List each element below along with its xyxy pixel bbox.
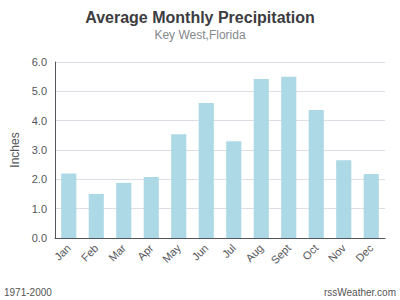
svg-text:Average Monthly Precipitation: Average Monthly Precipitation xyxy=(85,9,315,26)
svg-text:Sept: Sept xyxy=(269,242,293,266)
svg-text:Nov: Nov xyxy=(326,241,349,264)
svg-text:Jun: Jun xyxy=(189,242,210,263)
svg-text:6.0: 6.0 xyxy=(32,56,47,68)
svg-text:Aug: Aug xyxy=(243,242,265,264)
svg-text:5.0: 5.0 xyxy=(32,85,47,97)
svg-text:Inches: Inches xyxy=(8,132,22,167)
svg-text:Mar: Mar xyxy=(106,242,128,264)
svg-text:Dec: Dec xyxy=(353,241,376,264)
svg-text:1.0: 1.0 xyxy=(32,203,47,215)
svg-text:0.0: 0.0 xyxy=(32,232,47,244)
svg-text:Jan: Jan xyxy=(52,242,73,263)
svg-text:Jul: Jul xyxy=(220,242,238,260)
svg-text:2.0: 2.0 xyxy=(32,173,47,185)
svg-text:1971-2000: 1971-2000 xyxy=(4,287,52,298)
svg-text:May: May xyxy=(160,241,184,265)
svg-text:Apr: Apr xyxy=(135,242,156,263)
svg-text:rssWeather.com: rssWeather.com xyxy=(324,287,396,298)
svg-text:Oct: Oct xyxy=(300,242,321,263)
svg-text:3.0: 3.0 xyxy=(32,144,47,156)
svg-text:Feb: Feb xyxy=(79,242,101,264)
svg-text:Key West,Florida: Key West,Florida xyxy=(154,28,245,42)
svg-text:4.0: 4.0 xyxy=(32,115,47,127)
